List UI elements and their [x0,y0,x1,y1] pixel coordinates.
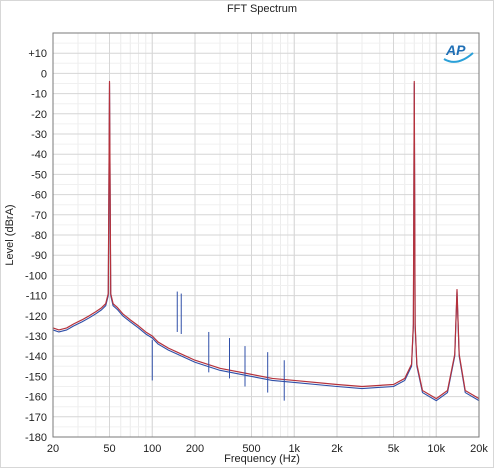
y-tick-label: -160 [25,392,47,404]
x-axis-label: Frequency (Hz) [224,453,300,465]
series-line-2 [52,80,480,400]
y-tick-label: -120 [25,311,47,323]
y-tick-label: -130 [25,331,47,343]
plot-border [52,32,480,438]
x-tick-label: 1k [288,443,300,455]
x-tick-label: 2k [331,443,343,455]
x-tick-label: 100 [143,443,161,455]
y-tick-label: -140 [25,351,47,363]
y-tick-label: -180 [25,432,47,444]
x-tick-label: 20 [47,443,59,455]
y-tick-label: 0 [41,68,47,80]
y-tick-label: -10 [31,89,47,101]
y-tick-label: -20 [31,109,47,121]
ap-logo: AP [443,42,474,63]
ap-logo-text: AP [445,42,466,58]
y-tick-label: -80 [31,230,47,242]
y-tick-label: -40 [31,149,47,161]
y-axis-label: Level (dBrA) [4,204,16,265]
x-tick-label: 20k [470,443,488,455]
y-tick-label: -60 [31,190,47,202]
y-tick-label: +10 [28,48,47,60]
x-tick-label: 50 [103,443,115,455]
y-tick-label: -90 [31,250,47,262]
y-tick-label: -100 [25,270,47,282]
x-tick-label: 5k [388,443,400,455]
x-tick-label: 10k [427,443,445,455]
y-tick-label: -150 [25,371,47,383]
y-tick-label: -30 [31,129,47,141]
y-axis-ticks: +10 0 -10 -20 -30 -40 -50 -60 -70 -80 -90 -100 -110 -… [25,48,47,444]
y-tick-label: -50 [31,169,47,181]
x-tick-label: 500 [242,443,260,455]
y-tick-label: -70 [31,210,47,222]
series-group [52,80,480,402]
x-tick-label: 200 [186,443,204,455]
chart-title: FFT Spectrum [227,3,297,15]
y-tick-label: -110 [26,291,47,303]
y-tick-label: -170 [25,412,47,424]
x-axis-ticks: 20 50 100 200 500 1k 2k 5k 10k 20k [47,443,488,455]
